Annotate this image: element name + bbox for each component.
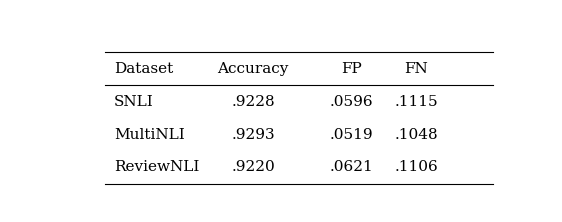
Text: .9293: .9293 [232,128,275,142]
Text: .1048: .1048 [395,128,438,142]
Text: .0621: .0621 [329,161,373,174]
Text: Accuracy: Accuracy [217,62,289,76]
Text: .1106: .1106 [395,161,438,174]
Text: FP: FP [341,62,361,76]
Text: .1115: .1115 [395,95,438,109]
Text: .9228: .9228 [232,95,275,109]
Text: .9220: .9220 [232,161,275,174]
Text: .0596: .0596 [329,95,373,109]
Text: ReviewNLI: ReviewNLI [114,161,199,174]
Text: Dataset: Dataset [114,62,173,76]
Text: .0519: .0519 [329,128,373,142]
Text: MultiNLI: MultiNLI [114,128,184,142]
Text: SNLI: SNLI [114,95,153,109]
Text: FN: FN [405,62,428,76]
